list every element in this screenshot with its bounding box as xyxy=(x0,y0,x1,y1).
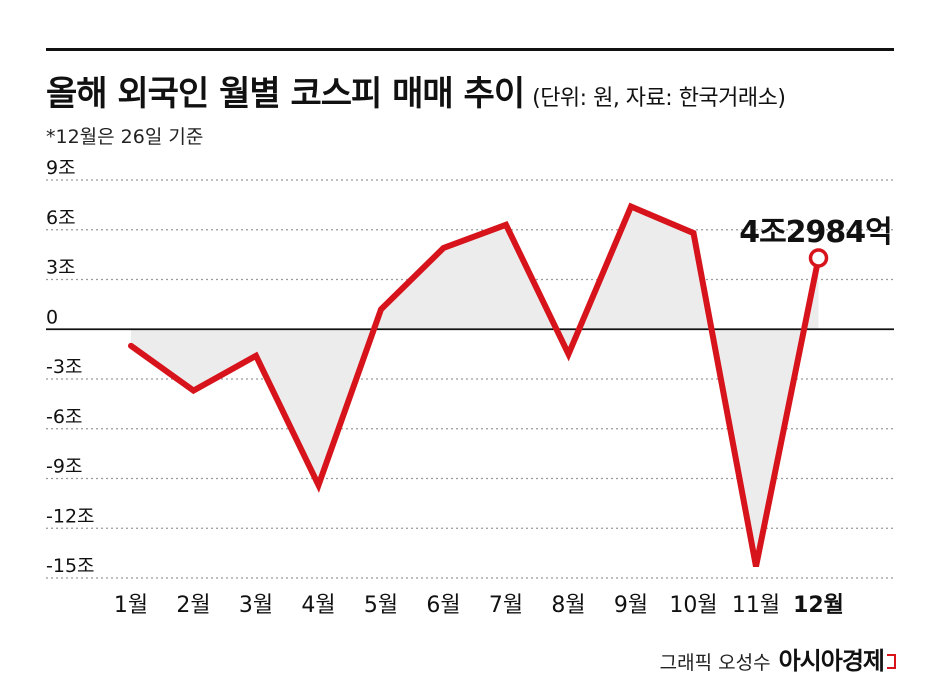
x-tick-label: 2월 xyxy=(176,593,210,618)
x-tick-label: 9월 xyxy=(614,593,648,618)
y-tick-label: 3조 xyxy=(46,257,76,279)
x-tick-label: 4월 xyxy=(301,593,335,618)
x-tick-label: 7월 xyxy=(489,593,523,618)
point-12월 xyxy=(808,248,829,268)
x-tick-label: 6월 xyxy=(426,593,460,618)
credit: 그래픽 오성수 아시아경제 xyxy=(660,641,896,676)
x-tick-label: 11월 xyxy=(732,593,780,618)
y-tick-label: 9조 xyxy=(46,157,76,179)
y-tick-label: -3조 xyxy=(46,356,82,378)
brand-logo: 아시아경제 xyxy=(778,647,885,675)
x-tick-layer: 1월 2월 3월 4월 5월 6월 7월 8월 9월 10월 11월 12월 xyxy=(114,593,844,618)
footnote: *12월은 26일 기준 xyxy=(46,126,204,148)
value-annotation: 4조2984억 xyxy=(739,215,892,250)
area-fill xyxy=(131,206,819,567)
brand-mark-icon xyxy=(887,654,896,669)
unit-note: (단위: 원, 자료: 한국거래소) xyxy=(532,86,786,111)
y-tick-label: 0 xyxy=(46,306,58,328)
y-tick-label: -15조 xyxy=(46,555,95,577)
line-layer xyxy=(128,202,829,567)
x-tick-label: 12월 xyxy=(793,593,844,618)
y-tick-label: 6조 xyxy=(46,207,76,229)
y-tick-label: -12조 xyxy=(46,505,95,527)
graphic-credit: 그래픽 오성수 xyxy=(659,652,771,674)
y-tick-label: -9조 xyxy=(46,456,82,478)
y-tick-layer: 9조 6조 3조 0 -3조 -6조 -9조 -12조 -15조 xyxy=(46,157,95,577)
chart-title: 올해 외국인 월별 코스피 매매 추이 (단위: 원, 자료: 한국거래소) xyxy=(46,66,786,115)
series-line xyxy=(128,202,822,567)
x-tick-label: 3월 xyxy=(239,593,273,618)
top-rule xyxy=(46,48,894,51)
x-tick-label: 10월 xyxy=(669,593,717,618)
area-layer xyxy=(131,206,819,567)
title-text: 올해 외국인 월별 코스피 매매 추이 xyxy=(46,74,525,114)
annotation-layer: 4조2984억 xyxy=(739,215,893,250)
x-tick-label: 5월 xyxy=(364,593,398,618)
x-tick-label: 8월 xyxy=(551,593,585,618)
y-tick-label: -6조 xyxy=(46,406,82,428)
x-tick-label: 1월 xyxy=(114,593,148,618)
